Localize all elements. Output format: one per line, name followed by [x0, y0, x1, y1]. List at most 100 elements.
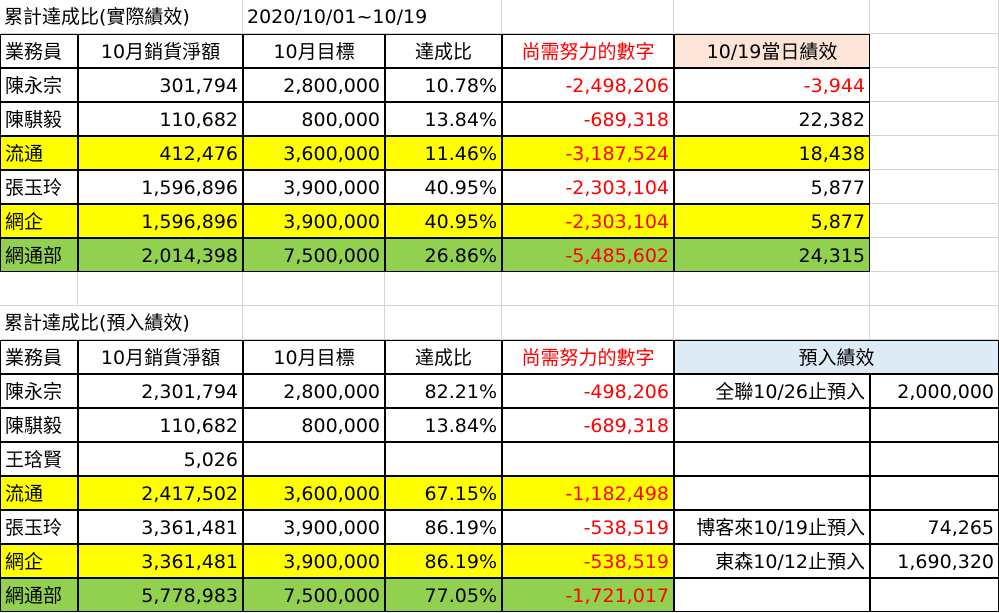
cell-pre-label[interactable]: [674, 442, 870, 476]
cell-pre-label[interactable]: [674, 408, 870, 442]
cell-sales[interactable]: 301,794: [78, 68, 243, 102]
empty-cell[interactable]: [0, 272, 78, 306]
empty-cell[interactable]: [78, 272, 243, 306]
header-salesperson[interactable]: 業務員: [0, 34, 78, 68]
cell-sales[interactable]: 3,361,481: [78, 544, 243, 578]
empty-cell[interactable]: [674, 0, 870, 34]
cell-daily[interactable]: 5,877: [674, 204, 870, 238]
cell-ratio[interactable]: 82.21%: [385, 374, 502, 408]
header-target[interactable]: 10月目標: [243, 340, 385, 374]
cell-pre-value[interactable]: [870, 442, 999, 476]
cell-sales[interactable]: 5,778,983: [78, 578, 243, 612]
empty-cell[interactable]: [870, 306, 999, 340]
cell-ratio[interactable]: 40.95%: [385, 170, 502, 204]
cell-remaining[interactable]: -2,303,104: [502, 170, 674, 204]
cell-target[interactable]: 3,900,000: [243, 170, 385, 204]
cell-remaining[interactable]: [502, 442, 674, 476]
cell-name[interactable]: 網企: [0, 544, 78, 578]
cell-daily[interactable]: 22,382: [674, 102, 870, 136]
cell-pre-label[interactable]: [674, 578, 870, 612]
cell-target[interactable]: 7,500,000: [243, 238, 385, 272]
cell-ratio[interactable]: 26.86%: [385, 238, 502, 272]
cell-sales[interactable]: 1,596,896: [78, 170, 243, 204]
cell-target[interactable]: 3,900,000: [243, 510, 385, 544]
cell-ratio[interactable]: 10.78%: [385, 68, 502, 102]
cell-name[interactable]: 張玉玲: [0, 510, 78, 544]
cell-pre-value[interactable]: 2,000,000: [870, 374, 999, 408]
header-remaining[interactable]: 尚需努力的數字: [502, 34, 674, 68]
empty-cell[interactable]: [870, 68, 999, 102]
cell-name[interactable]: 網企: [0, 204, 78, 238]
empty-cell[interactable]: [243, 306, 385, 340]
cell-remaining[interactable]: -3,187,524: [502, 136, 674, 170]
section1-date-range[interactable]: 2020/10/01~10/19: [243, 0, 502, 34]
cell-sales[interactable]: 2,417,502: [78, 476, 243, 510]
empty-cell[interactable]: [502, 272, 674, 306]
cell-remaining[interactable]: -538,519: [502, 510, 674, 544]
empty-cell[interactable]: [870, 204, 999, 238]
header-ratio[interactable]: 達成比: [385, 34, 502, 68]
cell-sales[interactable]: 1,596,896: [78, 204, 243, 238]
cell-name[interactable]: 陳永宗: [0, 374, 78, 408]
header-sales[interactable]: 10月銷貨淨額: [78, 34, 243, 68]
section2-title[interactable]: 累計達成比(預入績效): [0, 306, 243, 340]
cell-name[interactable]: 陳騏毅: [0, 102, 78, 136]
empty-cell[interactable]: [502, 0, 674, 34]
cell-pre-label[interactable]: 全聯10/26止預入: [674, 374, 870, 408]
cell-name[interactable]: 陳騏毅: [0, 408, 78, 442]
cell-target[interactable]: 2,800,000: [243, 68, 385, 102]
cell-target[interactable]: 3,600,000: [243, 476, 385, 510]
empty-cell[interactable]: [385, 272, 502, 306]
cell-name[interactable]: 陳永宗: [0, 68, 78, 102]
cell-ratio[interactable]: 13.84%: [385, 408, 502, 442]
cell-remaining[interactable]: -689,318: [502, 102, 674, 136]
cell-ratio[interactable]: 11.46%: [385, 136, 502, 170]
cell-ratio[interactable]: [385, 442, 502, 476]
empty-cell[interactable]: [674, 306, 870, 340]
cell-pre-label[interactable]: 東森10/12止預入: [674, 544, 870, 578]
empty-cell[interactable]: [385, 306, 502, 340]
cell-name[interactable]: 網通部: [0, 238, 78, 272]
header-ratio[interactable]: 達成比: [385, 340, 502, 374]
cell-remaining[interactable]: -538,519: [502, 544, 674, 578]
cell-name[interactable]: 流通: [0, 476, 78, 510]
cell-daily[interactable]: -3,944: [674, 68, 870, 102]
header-daily[interactable]: 10/19當日績效: [674, 34, 870, 68]
cell-target[interactable]: 3,900,000: [243, 544, 385, 578]
cell-sales[interactable]: 412,476: [78, 136, 243, 170]
empty-cell[interactable]: [870, 170, 999, 204]
cell-target[interactable]: 3,600,000: [243, 136, 385, 170]
cell-target[interactable]: 3,900,000: [243, 204, 385, 238]
cell-target[interactable]: 2,800,000: [243, 374, 385, 408]
header-remaining[interactable]: 尚需努力的數字: [502, 340, 674, 374]
cell-pre-value[interactable]: [870, 476, 999, 510]
cell-remaining[interactable]: -498,206: [502, 374, 674, 408]
empty-cell[interactable]: [243, 272, 385, 306]
cell-name[interactable]: 流通: [0, 136, 78, 170]
empty-cell[interactable]: [870, 102, 999, 136]
cell-ratio[interactable]: 67.15%: [385, 476, 502, 510]
cell-name[interactable]: 網通部: [0, 578, 78, 612]
cell-target[interactable]: 800,000: [243, 102, 385, 136]
header-pre-performance[interactable]: 預入績效: [674, 340, 999, 374]
cell-ratio[interactable]: 77.05%: [385, 578, 502, 612]
cell-sales[interactable]: 2,301,794: [78, 374, 243, 408]
empty-cell[interactable]: [870, 238, 999, 272]
section1-title[interactable]: 累計達成比(實際績效): [0, 0, 243, 34]
cell-pre-value[interactable]: 74,265: [870, 510, 999, 544]
cell-pre-value[interactable]: [870, 578, 999, 612]
header-target[interactable]: 10月目標: [243, 34, 385, 68]
cell-remaining[interactable]: -1,182,498: [502, 476, 674, 510]
cell-daily[interactable]: 18,438: [674, 136, 870, 170]
cell-sales[interactable]: 2,014,398: [78, 238, 243, 272]
cell-ratio[interactable]: 86.19%: [385, 510, 502, 544]
cell-ratio[interactable]: 40.95%: [385, 204, 502, 238]
cell-remaining[interactable]: -689,318: [502, 408, 674, 442]
cell-sales[interactable]: 3,361,481: [78, 510, 243, 544]
cell-daily[interactable]: 5,877: [674, 170, 870, 204]
cell-remaining[interactable]: -1,721,017: [502, 578, 674, 612]
cell-sales[interactable]: 5,026: [78, 442, 243, 476]
cell-remaining[interactable]: -2,498,206: [502, 68, 674, 102]
cell-name[interactable]: 張玉玲: [0, 170, 78, 204]
cell-target[interactable]: [243, 442, 385, 476]
